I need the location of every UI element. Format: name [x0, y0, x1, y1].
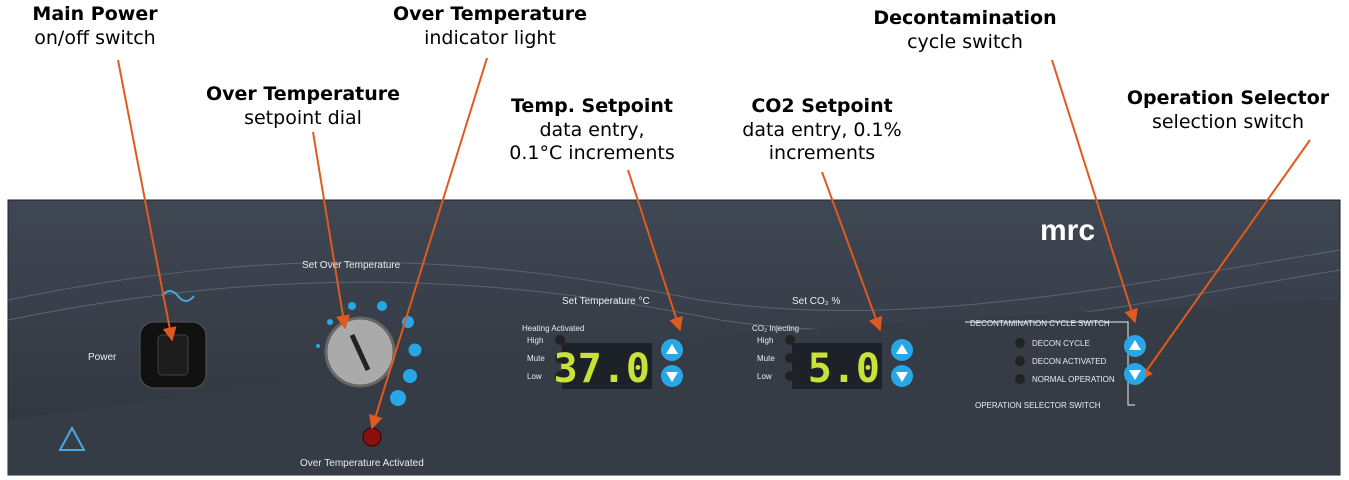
callout-text: on/off switch [34, 27, 155, 49]
temp-level: Low [527, 372, 542, 381]
mode-label: DECON ACTIVATED [1032, 357, 1107, 366]
level-led [555, 335, 565, 345]
level-led [785, 335, 795, 345]
temp-level: High [527, 336, 543, 345]
temp-title: Set Temperature °C [562, 296, 650, 307]
mode-led [1015, 338, 1025, 348]
temp-status: Heating Activated [522, 324, 584, 333]
callout-text: setpoint dial [244, 107, 362, 129]
callout-text: 0.1°C increments [509, 142, 674, 164]
callout-title: Temp. Setpoint [511, 95, 673, 117]
callout-text: data entry, 0.1% [742, 119, 901, 141]
mode-led [1015, 374, 1025, 384]
co2-level: Low [757, 372, 772, 381]
mode-label: NORMAL OPERATION [1032, 375, 1115, 384]
power-label: Power [88, 352, 117, 363]
mode-led [1015, 356, 1025, 366]
co2-title: Set CO₂ % [792, 296, 840, 307]
co2-status: CO₂ Injecting [752, 324, 799, 333]
callout-text: increments [769, 142, 875, 164]
level-led [785, 353, 795, 363]
callout-text: indicator light [424, 27, 556, 49]
power-rocker [158, 335, 188, 375]
callout-title: Over Temperature [206, 83, 400, 105]
co2-display: 5.0 [808, 346, 880, 392]
mode-label: DECON CYCLE [1032, 339, 1090, 348]
temp-level: Mute [527, 354, 545, 363]
decon-switch-label: DECONTAMINATION CYCLE SWITCH [970, 319, 1110, 328]
callout-text: data entry, [539, 119, 644, 141]
co2-level: High [757, 336, 773, 345]
callout-text: selection switch [1152, 111, 1304, 133]
operation-switch-label: OPERATION SELECTOR SWITCH [975, 401, 1101, 410]
set-over-temp-label: Set Over Temperature [302, 260, 401, 271]
over-temp-light [363, 428, 381, 446]
callout-title: Decontamination [873, 7, 1056, 29]
callout-title: Operation Selector [1127, 87, 1330, 109]
callout-text: cycle switch [907, 31, 1023, 53]
callout-title: Over Temperature [393, 3, 587, 25]
over-temp-activated-label: Over Temperature Activated [300, 458, 424, 469]
temp-display: 37.0 [554, 346, 650, 392]
diagram: Main Poweron/off switchOver Temperatures… [0, 0, 1349, 480]
level-led [785, 371, 795, 381]
callout-title: CO2 Setpoint [751, 95, 892, 117]
co2-level: Mute [757, 354, 775, 363]
callout-title: Main Power [32, 3, 158, 25]
brand: mrc [1040, 214, 1095, 247]
